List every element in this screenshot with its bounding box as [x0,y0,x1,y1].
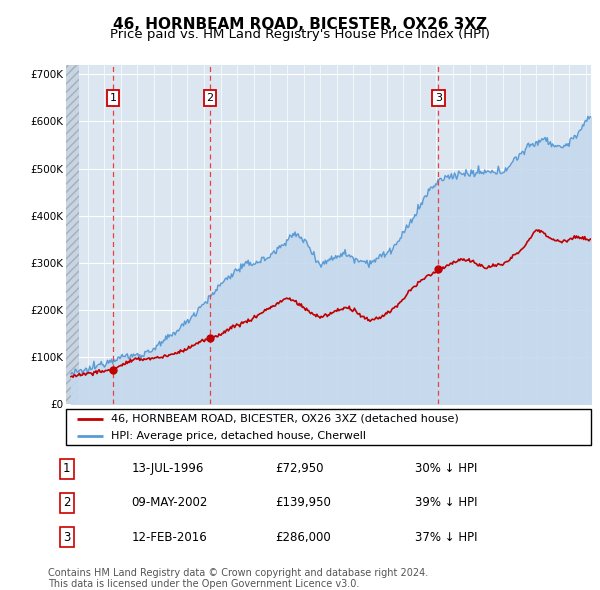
Text: HPI: Average price, detached house, Cherwell: HPI: Average price, detached house, Cher… [110,431,365,441]
FancyBboxPatch shape [66,409,591,445]
Text: 39% ↓ HPI: 39% ↓ HPI [415,496,478,510]
Text: 2: 2 [206,93,214,103]
Text: 37% ↓ HPI: 37% ↓ HPI [415,530,478,543]
Text: £139,950: £139,950 [275,496,331,510]
Text: 09-MAY-2002: 09-MAY-2002 [132,496,208,510]
Bar [66,65,79,404]
Text: 13-JUL-1996: 13-JUL-1996 [132,463,204,476]
Text: 3: 3 [63,530,71,543]
Text: 3: 3 [435,93,442,103]
Text: £72,950: £72,950 [275,463,323,476]
Text: 30% ↓ HPI: 30% ↓ HPI [415,463,478,476]
Text: Price paid vs. HM Land Registry's House Price Index (HPI): Price paid vs. HM Land Registry's House … [110,28,490,41]
Text: 1: 1 [110,93,116,103]
Text: £286,000: £286,000 [275,530,331,543]
Text: 1: 1 [63,463,71,476]
Text: 12-FEB-2016: 12-FEB-2016 [132,530,208,543]
Text: 2: 2 [63,496,71,510]
Text: 46, HORNBEAM ROAD, BICESTER, OX26 3XZ (detached house): 46, HORNBEAM ROAD, BICESTER, OX26 3XZ (d… [110,414,458,424]
Text: Contains HM Land Registry data © Crown copyright and database right 2024.
This d: Contains HM Land Registry data © Crown c… [48,568,428,589]
Text: 46, HORNBEAM ROAD, BICESTER, OX26 3XZ: 46, HORNBEAM ROAD, BICESTER, OX26 3XZ [113,17,487,31]
